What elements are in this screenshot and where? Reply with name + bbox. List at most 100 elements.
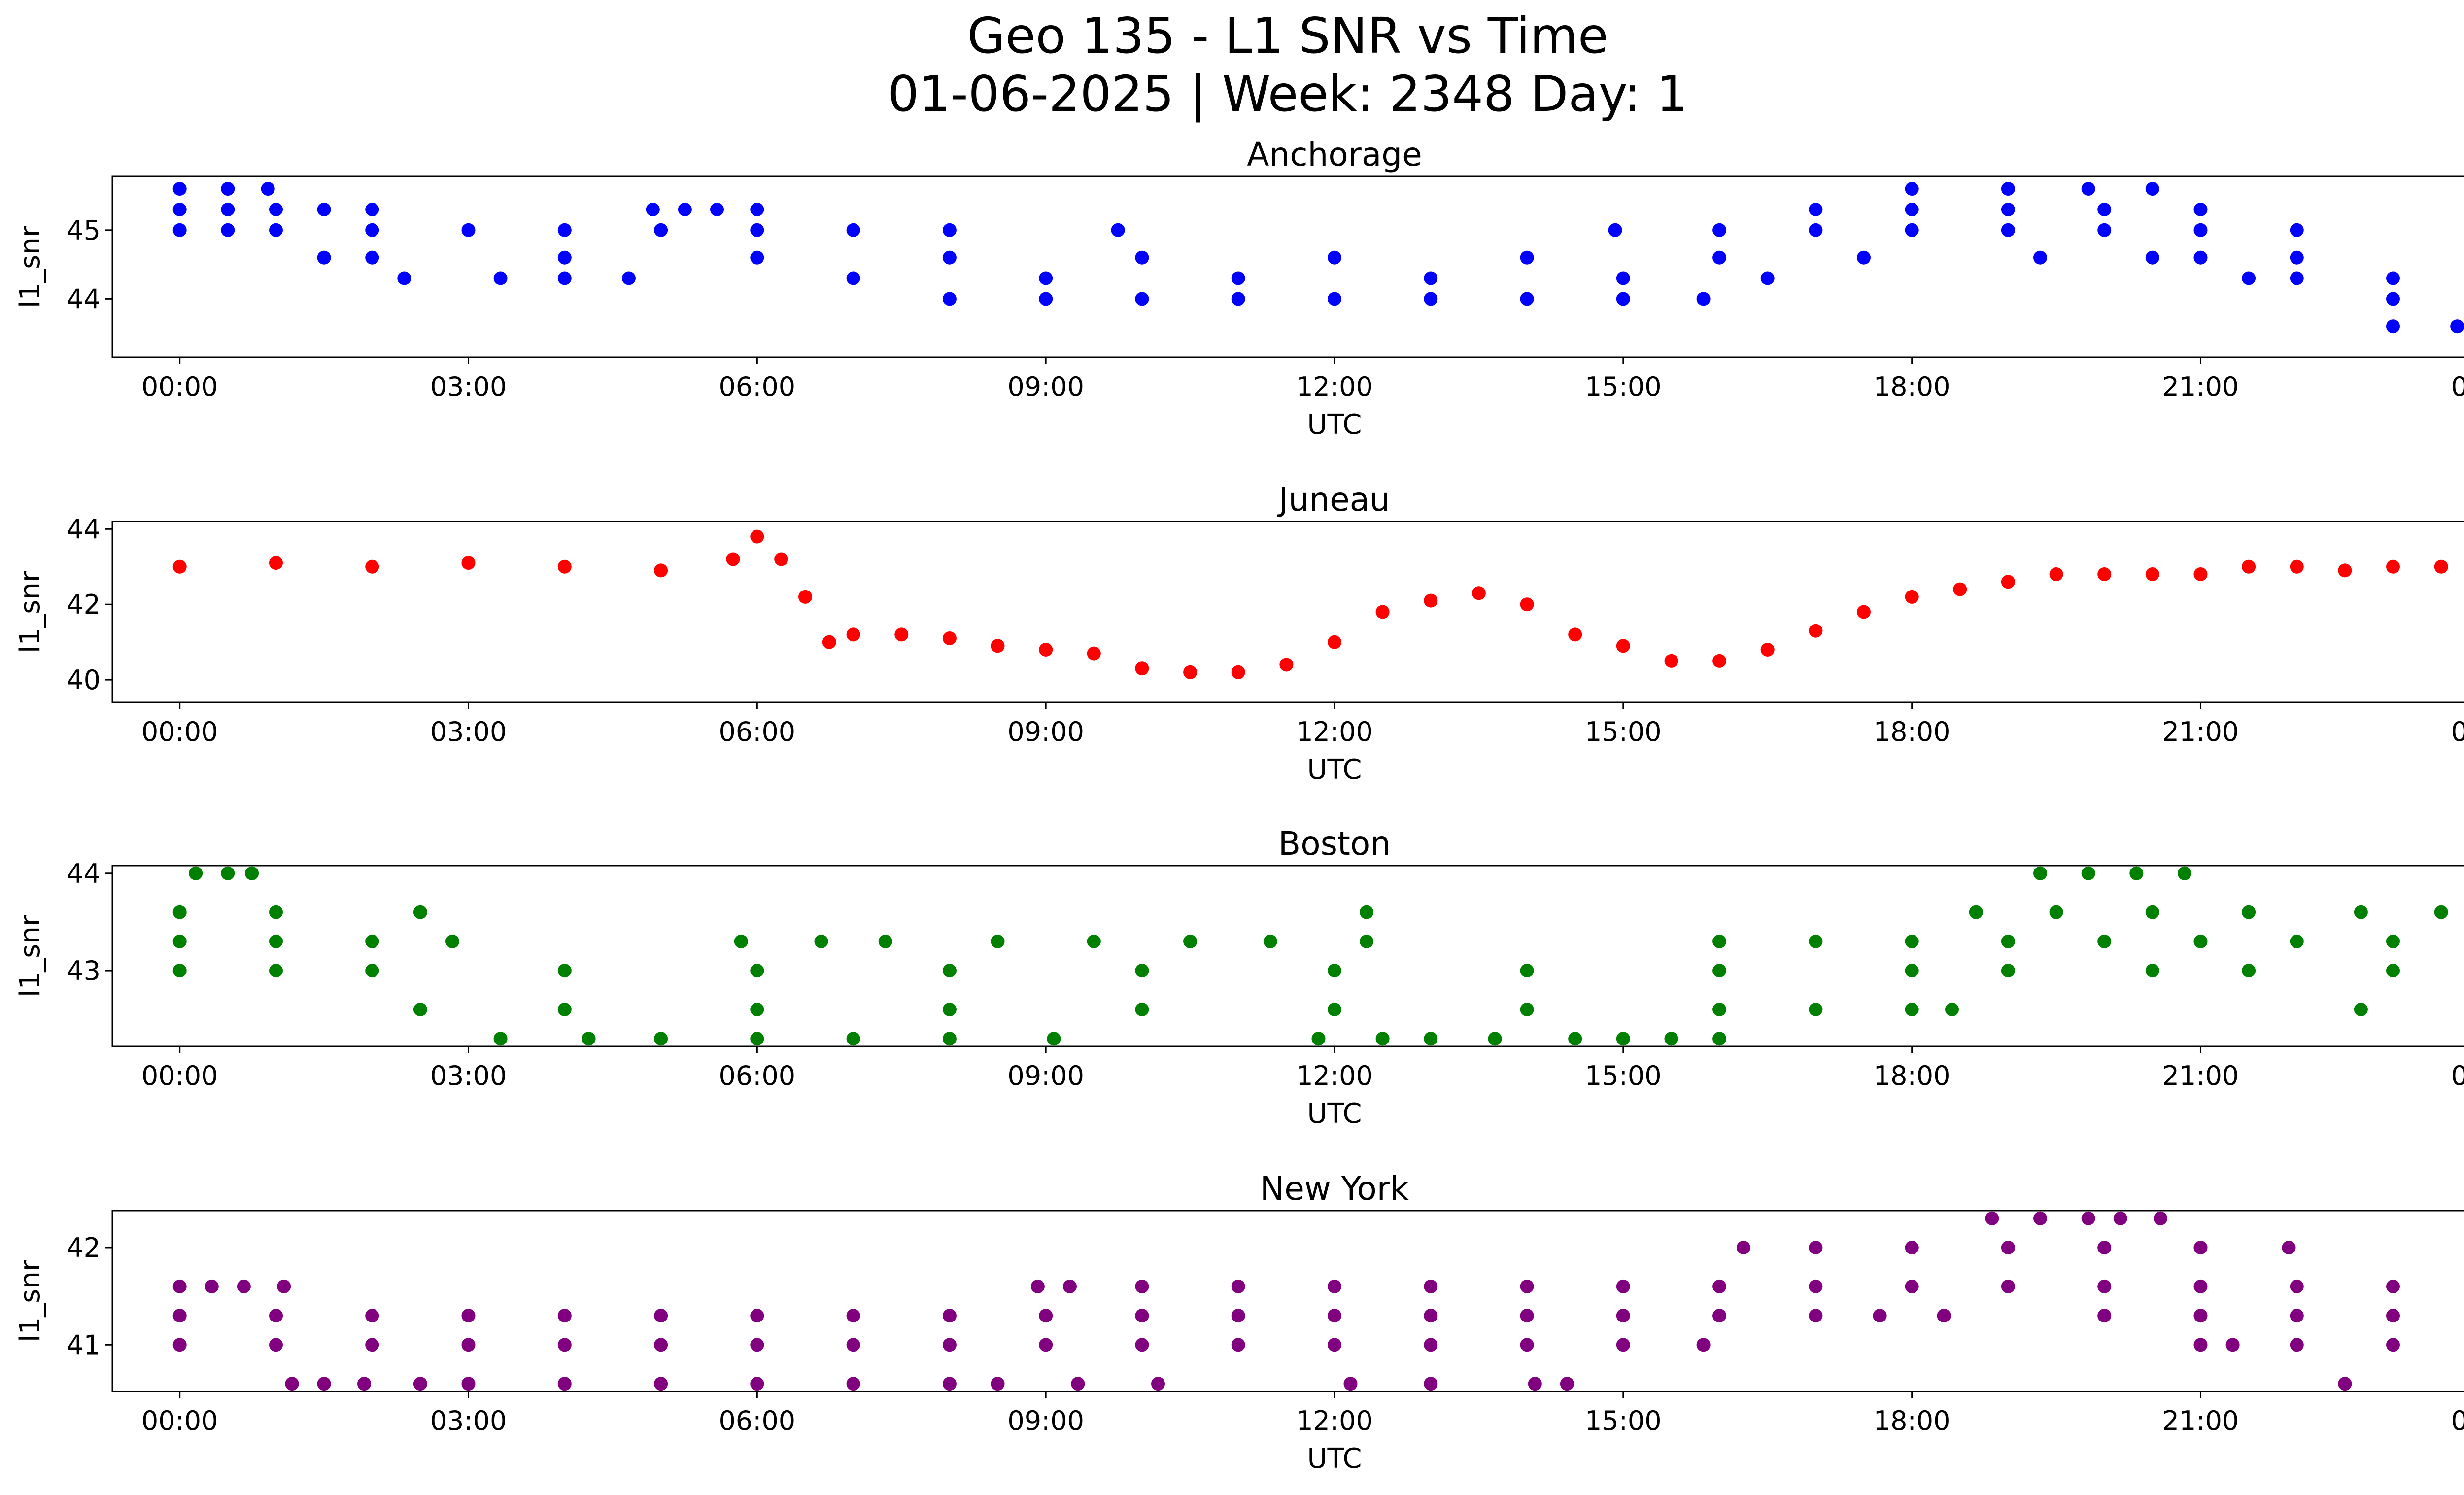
data-point [1183, 934, 1198, 948]
data-point [678, 203, 692, 216]
data-point [2386, 1279, 2400, 1293]
data-point [365, 559, 379, 574]
data-point [1616, 271, 1630, 285]
y-axis-label: l1_snr [14, 225, 46, 308]
panel-title-boston: Boston [1278, 825, 1391, 863]
data-point [1760, 643, 1775, 657]
x-axis-label: UTC [1307, 1098, 1362, 1130]
data-point [654, 563, 668, 578]
data-point [2081, 866, 2095, 880]
data-point [2001, 1241, 2015, 1254]
data-point [654, 1338, 668, 1352]
data-point [493, 1032, 508, 1046]
data-point [1135, 1279, 1149, 1293]
data-point [750, 250, 764, 265]
panel-juneau: Juneau 00:00 03:00 06:00 09:00 12:00 15:00 18:0… [14, 481, 2464, 786]
data-point [1905, 1279, 1919, 1293]
data-point [317, 1377, 331, 1391]
data-point [2290, 1279, 2304, 1293]
data-point [1328, 964, 1341, 978]
y-tick-label: 40 [67, 664, 101, 695]
data-point [1945, 1003, 1959, 1016]
data-point [2049, 567, 2063, 581]
figure-title-line-2: 01-06-2025 | Week: 2348 Day: 1 [888, 65, 1688, 123]
x-axis-label: UTC [1307, 754, 1362, 786]
data-point [1328, 1003, 1341, 1016]
data-point [172, 905, 187, 919]
data-point [172, 203, 187, 216]
data-point [2282, 1241, 2296, 1254]
data-point [2242, 964, 2256, 978]
data-point [1039, 292, 1053, 306]
data-point [221, 866, 235, 880]
data-point [2145, 567, 2159, 581]
data-point [1183, 665, 1198, 679]
data-point [461, 1377, 476, 1391]
data-point [750, 1003, 764, 1016]
data-point [1472, 586, 1486, 600]
data-point [2193, 934, 2208, 948]
data-point [1857, 250, 1871, 265]
data-point [172, 1279, 187, 1293]
data-point [2450, 319, 2464, 334]
data-point [1328, 1279, 1341, 1293]
data-point [413, 1003, 427, 1016]
data-point [2193, 1338, 2208, 1352]
y-tick-label: 42 [67, 589, 101, 620]
data-point [1087, 646, 1101, 661]
panel-title-new-york: New York [1260, 1170, 1409, 1208]
data-point [172, 1338, 187, 1352]
data-point [1664, 1032, 1678, 1046]
data-point [461, 556, 476, 570]
data-point [942, 223, 957, 237]
data-point [846, 1338, 860, 1352]
data-point [557, 1003, 572, 1016]
data-point [1343, 1377, 1358, 1391]
x-tick-label: 06:00 [719, 716, 796, 747]
data-point [2242, 905, 2256, 919]
data-point [750, 529, 764, 544]
data-point [2386, 271, 2400, 285]
data-point [1231, 1309, 1245, 1323]
data-point [1712, 250, 1727, 265]
data-point [1328, 292, 1341, 306]
x-tick-label: 09:00 [1007, 1405, 1084, 1436]
x-tick-label: 00:00 [2451, 371, 2464, 402]
data-point [413, 1377, 427, 1391]
data-point [557, 1309, 572, 1323]
data-point [734, 934, 748, 948]
x-tick-label: 03:00 [430, 716, 507, 747]
data-point [942, 1309, 957, 1323]
data-point [1520, 292, 1534, 306]
data-point [2193, 203, 2208, 216]
data-point [1616, 639, 1630, 653]
data-point [1375, 605, 1390, 619]
data-point [1424, 1279, 1438, 1293]
data-point [557, 250, 572, 265]
data-point [1616, 1309, 1630, 1323]
x-tick-label: 12:00 [1296, 1405, 1373, 1436]
y-tick-label: 42 [67, 1232, 101, 1263]
data-point [1528, 1377, 1542, 1391]
x-tick-label: 03:00 [430, 371, 507, 402]
data-point [1568, 1032, 1582, 1046]
data-point [942, 292, 957, 306]
x-tick-label: 06:00 [719, 1060, 796, 1091]
data-point [654, 1032, 668, 1046]
x-tick-label: 00:00 [2451, 1405, 2464, 1436]
data-point [846, 223, 860, 237]
data-point [1135, 292, 1149, 306]
data-point [1953, 582, 1967, 596]
x-tick-label: 18:00 [1874, 371, 1951, 402]
data-point [1360, 905, 1374, 919]
figure-title: Geo 135 - L1 SNR vs Time 01-06-2025 | We… [0, 7, 2464, 123]
data-point [357, 1377, 371, 1391]
data-point [750, 1377, 764, 1391]
data-point [646, 203, 660, 216]
data-point [1520, 1309, 1534, 1323]
data-point [1905, 964, 1919, 978]
y-tick-label: 41 [67, 1329, 101, 1360]
x-tick-label: 21:00 [2162, 1405, 2239, 1436]
data-point [1039, 271, 1053, 285]
data-point [2033, 1211, 2047, 1225]
